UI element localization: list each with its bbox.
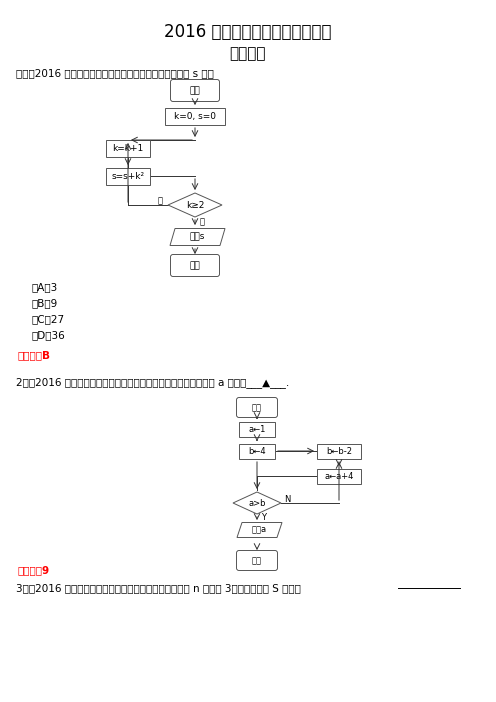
FancyBboxPatch shape bbox=[317, 469, 361, 484]
Text: 否: 否 bbox=[158, 197, 163, 206]
Text: k=0, s=0: k=0, s=0 bbox=[174, 112, 216, 121]
FancyBboxPatch shape bbox=[171, 79, 220, 102]
FancyBboxPatch shape bbox=[237, 397, 277, 418]
Text: a>b: a>b bbox=[248, 498, 266, 508]
Polygon shape bbox=[168, 193, 222, 217]
Text: a←1: a←1 bbox=[248, 425, 266, 434]
Text: 是: 是 bbox=[200, 218, 205, 227]
FancyBboxPatch shape bbox=[239, 444, 275, 459]
Text: 2、（2016 年江苏省高考）如图是一个算法的流程图，那么输出的 a 的值是___▲___.: 2、（2016 年江苏省高考）如图是一个算法的流程图，那么输出的 a 的值是__… bbox=[16, 378, 289, 388]
Text: 【答案】B: 【答案】B bbox=[18, 350, 51, 360]
Text: 【答案】9: 【答案】9 bbox=[18, 565, 50, 575]
Polygon shape bbox=[233, 492, 281, 514]
FancyBboxPatch shape bbox=[237, 550, 277, 571]
Polygon shape bbox=[237, 522, 282, 538]
Text: 程序框图: 程序框图 bbox=[230, 46, 266, 62]
Text: 3、（2016 年山东高考）执行右边的程序框图，假设输入 n 的值为 3，那么输出的 S 的值为: 3、（2016 年山东高考）执行右边的程序框图，假设输入 n 的值为 3，那么输… bbox=[16, 583, 301, 593]
FancyBboxPatch shape bbox=[165, 108, 225, 125]
Text: （D）36: （D）36 bbox=[32, 330, 66, 340]
Text: 结束: 结束 bbox=[189, 261, 200, 270]
Text: （B）9: （B）9 bbox=[32, 298, 58, 308]
Text: N: N bbox=[284, 494, 290, 503]
FancyBboxPatch shape bbox=[171, 255, 220, 277]
Text: 一、（2016 年北京高考）执行如下图的程序框图，输出的 s 值为: 一、（2016 年北京高考）执行如下图的程序框图，输出的 s 值为 bbox=[16, 68, 214, 78]
Polygon shape bbox=[170, 228, 225, 246]
Text: 开始: 开始 bbox=[189, 86, 200, 95]
Text: （C）27: （C）27 bbox=[32, 314, 65, 324]
Text: k≥2: k≥2 bbox=[186, 201, 204, 209]
FancyBboxPatch shape bbox=[239, 422, 275, 437]
Text: 2016 年高考数学文试题分类汇编: 2016 年高考数学文试题分类汇编 bbox=[164, 23, 332, 41]
FancyBboxPatch shape bbox=[317, 444, 361, 459]
Text: Y: Y bbox=[261, 513, 266, 522]
FancyBboxPatch shape bbox=[106, 140, 150, 157]
Text: 输出s: 输出s bbox=[190, 232, 205, 241]
Text: a←a+4: a←a+4 bbox=[324, 472, 354, 481]
Text: （A）3: （A）3 bbox=[32, 282, 58, 292]
Text: b←b-2: b←b-2 bbox=[326, 447, 352, 456]
Text: k=k+1: k=k+1 bbox=[113, 144, 144, 153]
Text: b←4: b←4 bbox=[248, 447, 266, 456]
FancyBboxPatch shape bbox=[106, 168, 150, 185]
Text: 输出a: 输出a bbox=[252, 526, 267, 534]
Text: s=s+k²: s=s+k² bbox=[112, 172, 144, 181]
Text: 结束: 结束 bbox=[252, 556, 262, 565]
Text: 开始: 开始 bbox=[252, 403, 262, 412]
